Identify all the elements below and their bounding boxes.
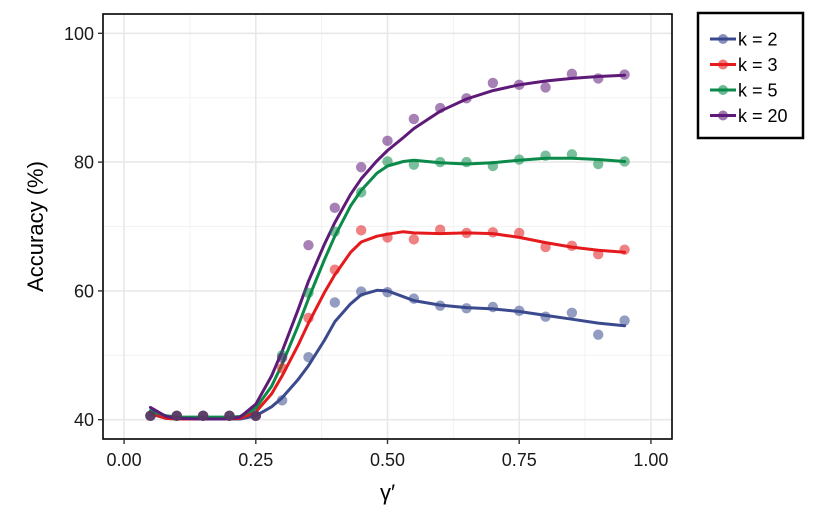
legend-marker-k2 xyxy=(718,34,728,44)
data-point-k3 xyxy=(329,264,341,275)
y-tick-label: 100 xyxy=(64,24,94,44)
legend-label-k20: k = 20 xyxy=(738,106,788,126)
data-point-k20 xyxy=(171,410,182,422)
data-point-k2 xyxy=(408,293,420,304)
data-point-k20 xyxy=(382,135,393,147)
data-point-k20 xyxy=(276,352,288,364)
data-point-k3 xyxy=(619,244,630,255)
x-axis-title: γ′ xyxy=(380,480,395,505)
data-point-k3 xyxy=(276,362,288,374)
legend: k = 2 k = 3 k = 5 k = 20 xyxy=(696,11,805,140)
data-point-k5 xyxy=(487,160,499,172)
x-tick-label: 1.00 xyxy=(633,450,668,470)
data-point-k2 xyxy=(329,297,341,308)
data-point-k2 xyxy=(355,286,367,297)
data-point-k20 xyxy=(329,202,341,214)
data-point-k20 xyxy=(514,79,525,91)
data-point-k5 xyxy=(382,156,393,167)
data-point-k3 xyxy=(408,234,420,245)
legend-marker-k20 xyxy=(718,110,728,121)
x-tick-label: 0.00 xyxy=(107,450,142,470)
y-tick-label: 40 xyxy=(74,410,94,430)
data-point-k2 xyxy=(540,311,551,322)
data-point-k5 xyxy=(355,187,367,198)
legend-label-k2: k = 2 xyxy=(738,30,778,50)
data-point-k5 xyxy=(408,159,420,170)
data-point-k2 xyxy=(619,315,630,326)
grid-lines xyxy=(103,14,672,439)
data-point-k20 xyxy=(593,73,604,84)
data-point-k5 xyxy=(514,154,525,165)
y-axis-title: Accuracy (%) xyxy=(23,161,48,292)
data-point-k5 xyxy=(434,156,446,168)
data-point-k20 xyxy=(355,162,367,173)
data-point-k3 xyxy=(540,241,551,253)
x-tick-label: 0.50 xyxy=(370,450,405,470)
data-point-k20 xyxy=(434,102,446,114)
data-point-k3 xyxy=(514,227,525,239)
data-point-k5 xyxy=(329,226,341,237)
data-point-k2 xyxy=(303,352,314,363)
legend-label-k5: k = 5 xyxy=(738,81,778,101)
data-point-k20 xyxy=(487,77,499,89)
legend-marker-k5 xyxy=(718,85,728,95)
data-points xyxy=(145,68,630,422)
data-point-k2 xyxy=(566,307,578,318)
legend-label-k3: k = 3 xyxy=(738,55,778,75)
data-point-k3 xyxy=(566,240,578,252)
data-point-k2 xyxy=(276,395,288,406)
data-point-k2 xyxy=(434,300,446,311)
data-point-k20 xyxy=(619,69,630,80)
data-point-k3 xyxy=(461,227,472,239)
data-point-k5 xyxy=(566,149,578,160)
legend-marker-k3 xyxy=(718,59,728,70)
data-point-k2 xyxy=(487,301,499,313)
data-point-k20 xyxy=(540,82,551,93)
data-point-k3 xyxy=(593,248,604,260)
data-point-k2 xyxy=(514,305,525,317)
data-point-k5 xyxy=(593,158,604,170)
data-point-k20 xyxy=(461,93,472,104)
data-point-k20 xyxy=(145,410,156,422)
data-point-k20 xyxy=(408,113,420,125)
data-point-k5 xyxy=(540,150,551,161)
y-tick-label: 80 xyxy=(74,153,94,173)
data-point-k20 xyxy=(303,239,314,251)
axis-ticks: 0.00 0.25 0.50 0.75 1.00 40 60 80 100 xyxy=(64,24,668,470)
data-point-k2 xyxy=(382,286,393,298)
data-point-k3 xyxy=(303,312,314,324)
data-point-k5 xyxy=(303,287,314,299)
x-tick-label: 0.75 xyxy=(502,450,537,470)
data-point-k2 xyxy=(593,329,604,340)
data-point-k3 xyxy=(487,227,499,238)
data-point-k3 xyxy=(434,224,446,235)
data-point-k5 xyxy=(461,156,472,168)
data-point-k20 xyxy=(566,68,578,80)
legend-frame xyxy=(696,11,805,140)
data-point-k3 xyxy=(382,232,393,243)
data-point-k5 xyxy=(619,156,630,167)
data-point-k20 xyxy=(250,410,261,422)
x-tick-label: 0.25 xyxy=(238,450,273,470)
data-point-k20 xyxy=(224,410,235,422)
data-point-k2 xyxy=(461,303,472,314)
data-point-k3 xyxy=(355,225,367,236)
data-point-k20 xyxy=(197,410,209,422)
y-tick-label: 60 xyxy=(74,281,94,301)
